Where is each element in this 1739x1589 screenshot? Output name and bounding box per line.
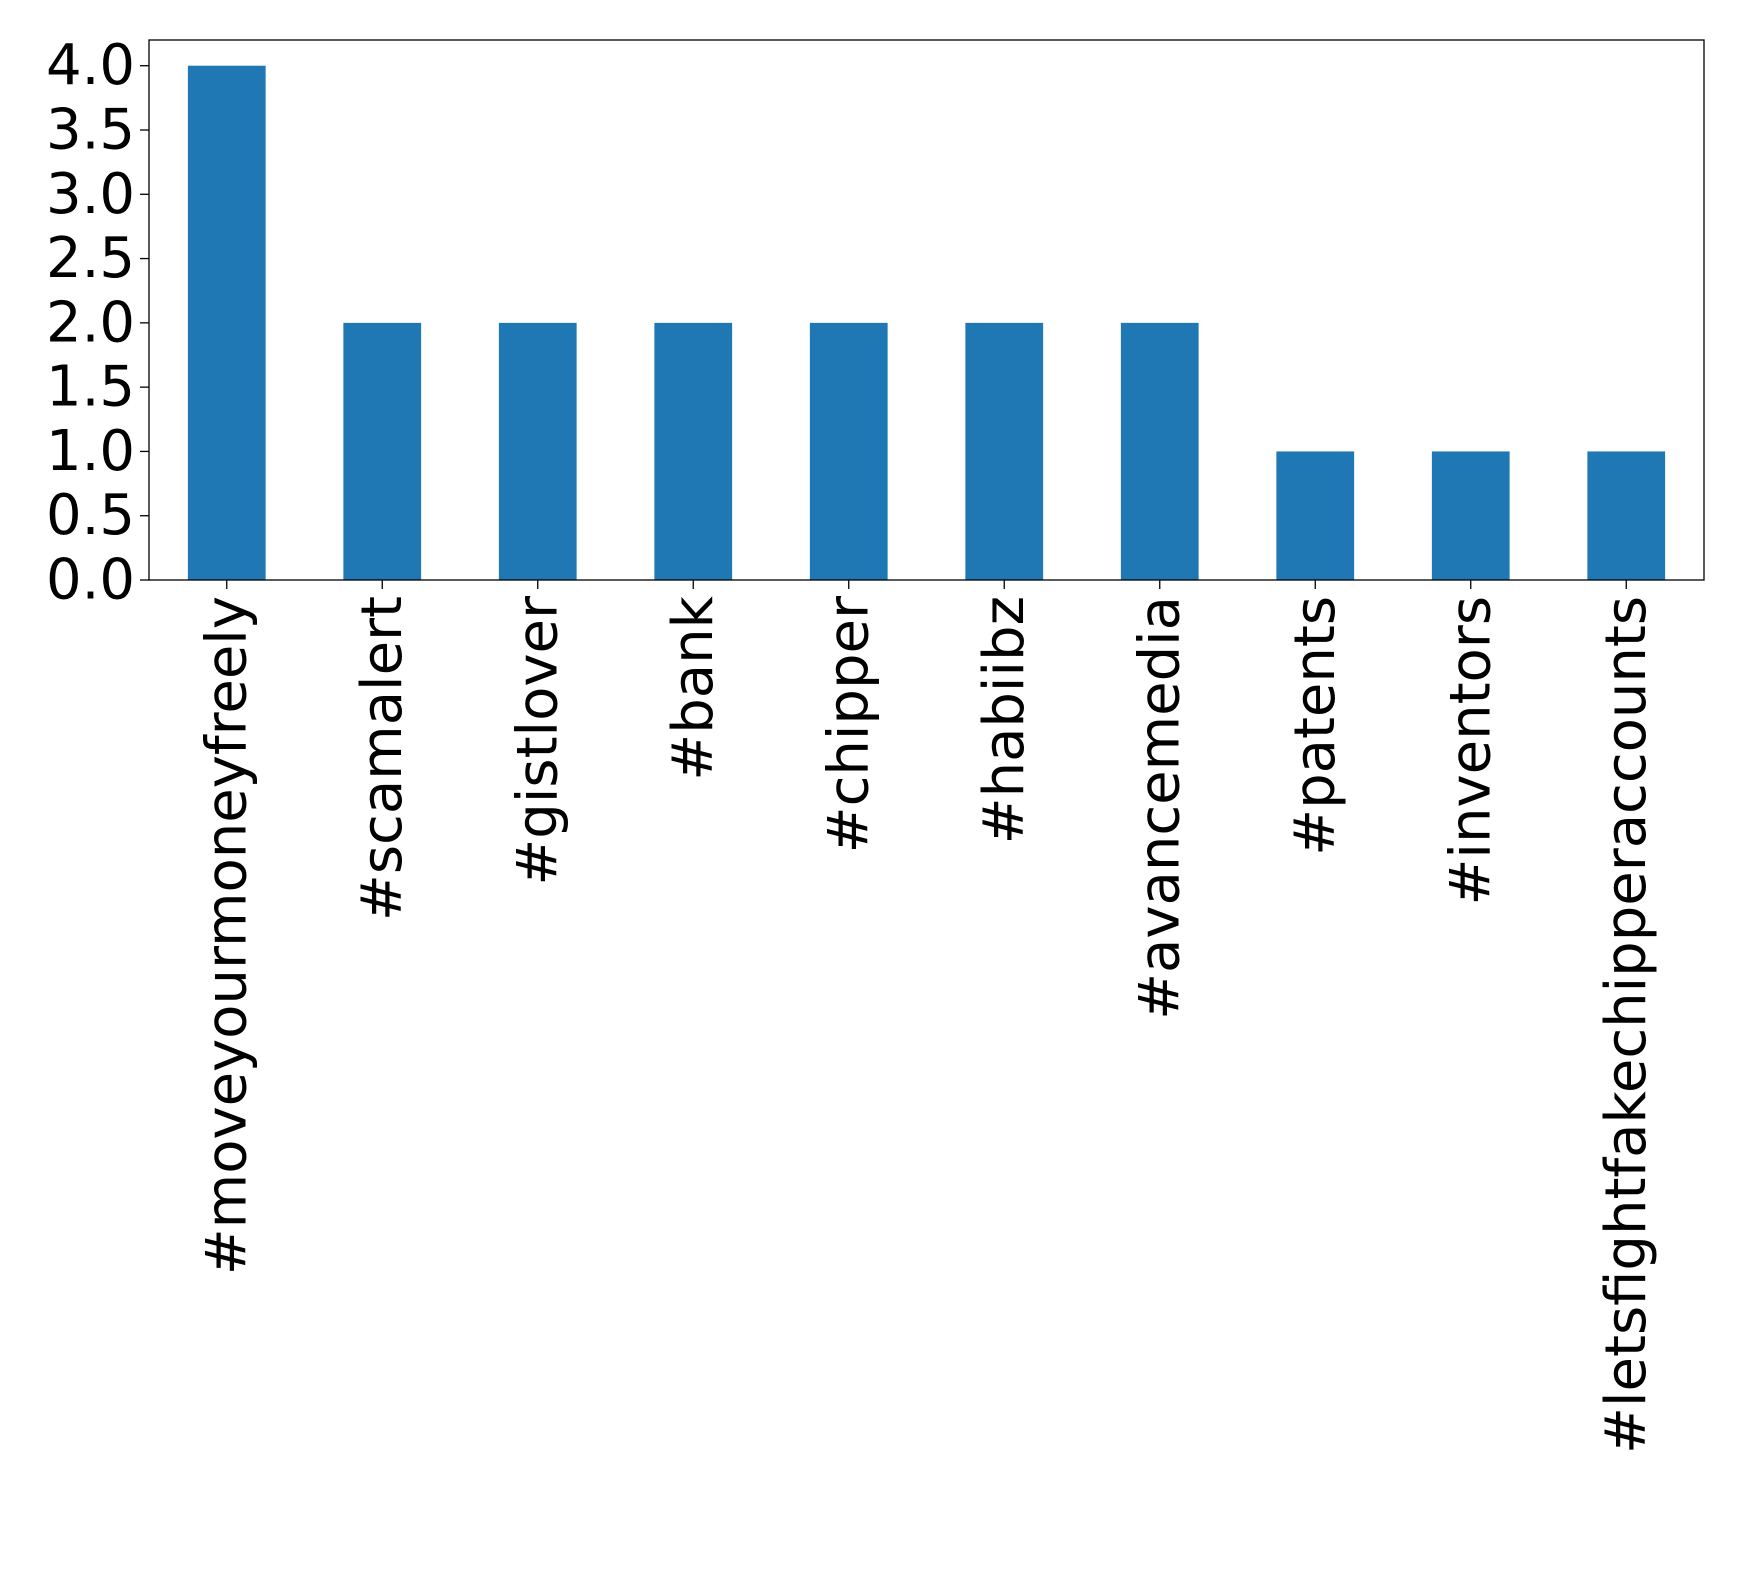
y-tick-label: 3.0	[46, 162, 135, 227]
bar-inventors	[1431, 451, 1510, 580]
bar-avancemedia	[1120, 322, 1199, 580]
y-tick-label: 1.5	[46, 355, 135, 420]
x-tick-label: #avancemedia	[1127, 596, 1192, 1020]
y-tick-label: 4.0	[46, 33, 135, 98]
x-tick-label: #patents	[1283, 596, 1348, 856]
bar-habiibz	[965, 322, 1044, 580]
bar-scamalert	[343, 322, 422, 580]
bar-moveyourmoneyfreely	[187, 65, 266, 580]
plot-frame	[148, 39, 1705, 581]
y-tick-label: 1.0	[46, 419, 135, 484]
x-tick-label: #bank	[661, 595, 726, 780]
bar-letsfightfakechipperaccounts	[1587, 451, 1666, 580]
y-tick-label: 2.5	[46, 226, 135, 291]
bar-patents	[1276, 451, 1355, 580]
x-tick-label: #letsfightfakechipperaccounts	[1594, 596, 1659, 1454]
bar-bank	[654, 322, 733, 580]
x-axis: #moveyourmoneyfreely #scamalert #gistlover…	[194, 580, 1659, 1454]
y-tick-label: 2.0	[46, 290, 135, 355]
x-tick-label: #moveyourmoneyfreely	[194, 596, 259, 1275]
x-tick-label: #inventors	[1438, 596, 1503, 905]
y-axis: 0.00.51.01.52.02.53.03.54.0	[46, 33, 149, 613]
bar-chipper	[809, 322, 888, 580]
y-tick-label: 3.5	[46, 98, 135, 163]
x-tick-label: #habiibz	[972, 596, 1037, 844]
bar-gistlover	[498, 322, 577, 580]
bars-layer	[187, 65, 1666, 580]
x-tick-label: #chipper	[816, 595, 881, 853]
y-tick-label: 0.0	[46, 548, 135, 613]
x-tick-label: #scamalert	[350, 596, 415, 921]
y-tick-label: 0.5	[46, 483, 135, 548]
x-tick-label: #gistlover	[505, 595, 570, 886]
